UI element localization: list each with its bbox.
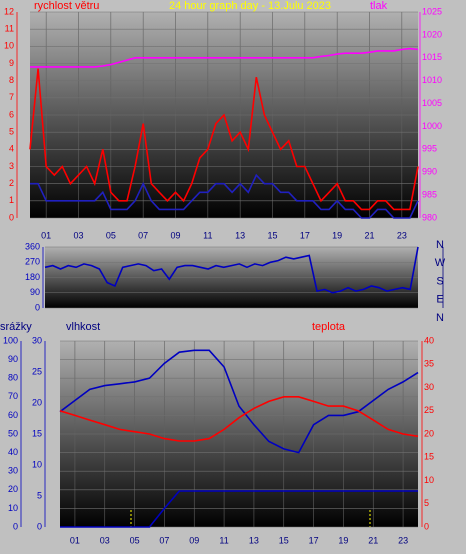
y2-tick-label: W [435,257,446,269]
x-tick-label: 03 [100,535,110,545]
x-tick-label: 09 [170,230,180,240]
y3-tick-label: 35 [424,359,434,369]
y2-tick-label: 1005 [422,98,442,108]
y-tick-label: 90 [30,287,40,297]
y-tick-label: 0 [35,302,40,312]
y2-tick-label: 1020 [422,29,442,39]
series-line [59,396,419,442]
x-tick-label: 11 [219,535,228,545]
y-tick-label: 12 [4,6,14,16]
y-tick-label: 270 [25,257,40,267]
y-tick-label: 1 [9,195,14,205]
y3-tick-label: 10 [424,475,434,485]
y2-tick-label: 1010 [422,75,442,85]
y3-tick-label: 40 [424,335,434,345]
y3-tick-label: 15 [424,452,434,462]
y-tick-label: 180 [25,272,40,282]
y-axis-label: srážky [0,321,32,333]
y2-tick-label: N [436,312,444,324]
x-tick-label: 17 [309,535,319,545]
y3-tick-label: 20 [424,428,434,438]
y-axis-label: rychlost větru [34,0,99,12]
x-tick-label: 01 [41,230,51,240]
series-line [60,490,418,528]
y-tick-label: 7 [9,92,14,102]
y-tick-label: 70 [8,391,18,401]
y2-tick-label: 10 [32,459,42,469]
y3-tick-label: 5 [424,498,429,508]
y2-axis-label: vlhkost [66,321,100,333]
y-tick-label: 40 [8,447,18,457]
y-tick-label: 6 [9,109,14,119]
y2-tick-label: 30 [32,335,42,345]
x-tick-label: 03 [73,230,83,240]
x-tick-label: 05 [106,230,116,240]
y-tick-label: 0 [9,212,14,222]
y-tick-label: 90 [8,354,18,364]
y-tick-label: 20 [8,484,18,494]
y-tick-label: 60 [8,410,18,420]
y2-tick-label: S [436,275,443,287]
y-tick-label: 360 [25,241,40,251]
y-tick-label: 0 [13,521,18,531]
x-tick-label: 17 [300,230,310,240]
y2-tick-label: 20 [32,397,42,407]
x-tick-label: 01 [70,535,80,545]
x-tick-label: 21 [364,230,374,240]
y2-tick-label: 985 [422,189,437,199]
x-tick-label: 13 [235,230,245,240]
x-tick-label: 07 [159,535,169,545]
series-line [29,68,419,211]
y3-tick-label: 25 [424,405,434,415]
x-tick-label: 23 [398,535,408,545]
y3-tick-label: 30 [424,382,434,392]
y2-axis-label: tlak [370,0,388,12]
y-tick-label: 4 [9,144,14,154]
y-tick-label: 50 [8,428,18,438]
y2-tick-label: 995 [422,144,437,154]
y-tick-label: 2 [9,178,14,188]
x-tick-label: 13 [249,535,259,545]
y2-tick-label: 15 [32,428,42,438]
y3-tick-label: 0 [424,521,429,531]
x-tick-label: 15 [267,230,277,240]
series-line [30,47,419,68]
x-tick-label: 15 [279,535,289,545]
y-tick-label: 100 [3,335,18,345]
x-tick-label: 21 [368,535,378,545]
x-tick-label: 11 [203,230,212,240]
y-tick-label: 10 [8,503,18,513]
series-line [30,173,419,219]
x-tick-label: 19 [332,230,342,240]
y2-tick-label: N [436,239,444,251]
y-tick-label: 5 [9,127,14,137]
y3-axis-label: teplota [312,321,346,333]
y2-tick-label: 5 [37,490,42,500]
y-tick-label: 9 [9,58,14,68]
y-tick-label: 30 [8,466,18,476]
x-tick-label: 19 [338,535,348,545]
y-tick-label: 3 [9,161,14,171]
series-line [44,246,419,294]
chart-title: 24 hour graph day - 13.Julu 2023 [169,0,331,12]
x-tick-label: 09 [189,535,199,545]
y2-tick-label: 990 [422,167,437,177]
y2-tick-label: 1015 [422,52,442,62]
y-tick-label: 10 [4,41,14,51]
y2-tick-label: 0 [37,521,42,531]
y-tick-label: 8 [9,75,14,85]
y-tick-label: 11 [5,24,14,34]
y2-tick-label: 25 [32,366,42,376]
y2-tick-label: 1025 [422,6,442,16]
x-tick-label: 23 [397,230,407,240]
y2-tick-label: E [436,294,443,306]
x-tick-label: 07 [138,230,148,240]
y-tick-label: 80 [8,373,18,383]
y2-tick-label: 980 [422,212,437,222]
x-tick-label: 05 [130,535,140,545]
y2-tick-label: 1000 [422,121,442,131]
